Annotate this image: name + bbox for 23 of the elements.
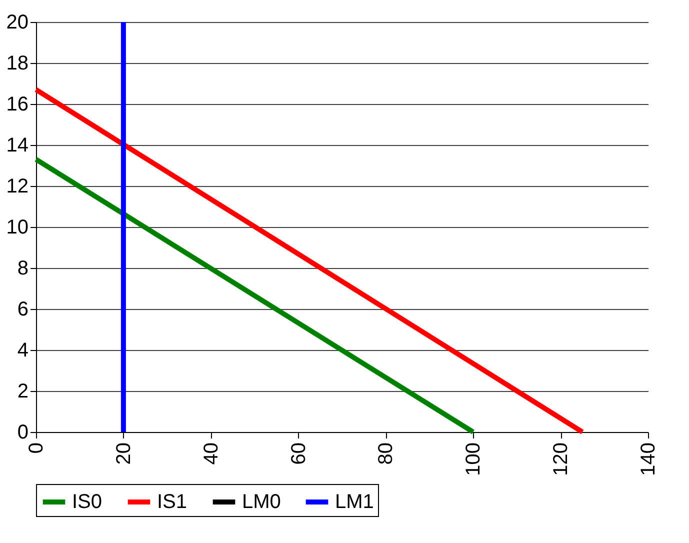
x-tick-label: 60 bbox=[288, 442, 310, 465]
y-tick-label: 16 bbox=[6, 94, 28, 116]
legend-label: LM0 bbox=[242, 491, 281, 513]
y-tick-label: 2 bbox=[17, 380, 28, 402]
x-tick-label: 20 bbox=[112, 442, 135, 465]
y-tick-label: 8 bbox=[17, 258, 28, 280]
y-tick-label: 12 bbox=[6, 176, 28, 198]
x-tick-label: 100 bbox=[462, 442, 485, 476]
y-tick-label: 0 bbox=[17, 422, 28, 444]
legend-label: LM1 bbox=[335, 491, 374, 513]
y-tick-label: 10 bbox=[6, 216, 28, 238]
y-tick-label: 6 bbox=[17, 298, 28, 320]
x-tick-label: 80 bbox=[375, 442, 398, 465]
x-tick-label: 0 bbox=[26, 442, 48, 454]
x-tick-label: 120 bbox=[550, 442, 572, 476]
x-tick-label: 40 bbox=[200, 442, 222, 465]
y-tick-label: 18 bbox=[6, 52, 28, 74]
y-tick-label: 14 bbox=[6, 134, 28, 156]
y-tick-label: 20 bbox=[6, 12, 28, 34]
y-tick-label: 4 bbox=[17, 340, 28, 362]
x-tick-label: 140 bbox=[638, 442, 660, 476]
legend-label: IS1 bbox=[157, 491, 188, 513]
legend-label: IS0 bbox=[72, 491, 102, 513]
